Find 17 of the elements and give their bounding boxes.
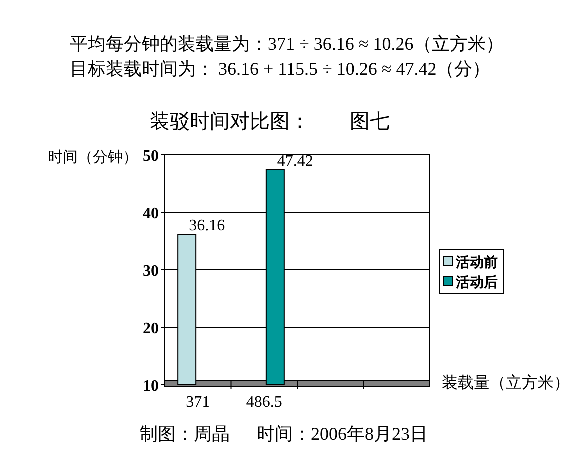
y-tick-label: 40 bbox=[143, 206, 159, 222]
x-axis-title: 装载量（立方米） bbox=[442, 374, 562, 392]
x-tick-label: 486.5 bbox=[246, 394, 282, 411]
legend-label: 活动前 bbox=[455, 255, 498, 271]
y-tick-label: 30 bbox=[143, 263, 159, 280]
y-tick-label: 10 bbox=[143, 378, 159, 395]
y-tick-label: 20 bbox=[143, 320, 159, 338]
legend-label: 活动后 bbox=[455, 274, 498, 291]
data-label: 36.16 bbox=[189, 218, 226, 235]
text: 平均每分钟的装载量为：371 ÷ 36.16 ≈ 10.26（立方米） bbox=[70, 34, 504, 54]
y-axis-title: 时间（分钟） bbox=[48, 149, 138, 166]
text: 目标装载时间为： 36.16 + 115.5 ÷ 10.26 ≈ 47.42（分） bbox=[70, 59, 491, 79]
chart-title: 装驳时间对比图： 图七 bbox=[150, 111, 390, 133]
data-label: 47.42 bbox=[277, 152, 314, 170]
y-tick-label: 50 bbox=[143, 148, 159, 165]
x-tick-label: 371 bbox=[186, 394, 210, 411]
text: 制图：周晶 时间：2006年8月23日 bbox=[140, 424, 428, 444]
